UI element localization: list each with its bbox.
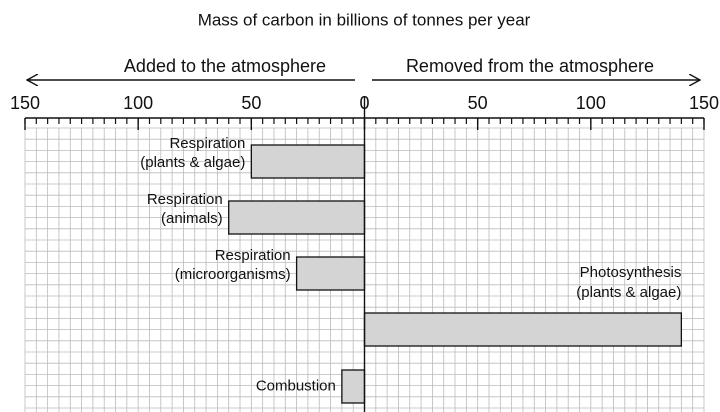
right-label: Removed from the atmosphere xyxy=(406,56,654,76)
bar-label: Respiration xyxy=(147,191,223,208)
bar xyxy=(250,144,366,179)
bar xyxy=(341,369,366,404)
bar-label: Photosynthesis xyxy=(580,264,682,281)
bar-label: (microorganisms) xyxy=(175,266,291,283)
bar-label: Respiration xyxy=(215,247,291,264)
x-tick-label: 100 xyxy=(576,93,606,113)
bar-label: Respiration xyxy=(169,135,245,152)
bar xyxy=(363,312,683,347)
chart-title: Mass of carbon in billions of tonnes per… xyxy=(198,10,531,29)
left-label: Added to the atmosphere xyxy=(124,56,326,76)
bar-label: (plants & algae) xyxy=(576,284,681,301)
x-tick-label: 150 xyxy=(689,93,719,113)
bar xyxy=(228,200,366,235)
x-tick-label: 50 xyxy=(241,93,261,113)
x-tick-label: 50 xyxy=(468,93,488,113)
bar-label: (animals) xyxy=(161,210,223,227)
bar-label: Combustion xyxy=(256,377,336,394)
bar-label: (plants & algae) xyxy=(140,154,245,171)
x-tick-label: 100 xyxy=(123,93,153,113)
bar xyxy=(295,256,366,291)
x-tick-label: 150 xyxy=(10,93,40,113)
